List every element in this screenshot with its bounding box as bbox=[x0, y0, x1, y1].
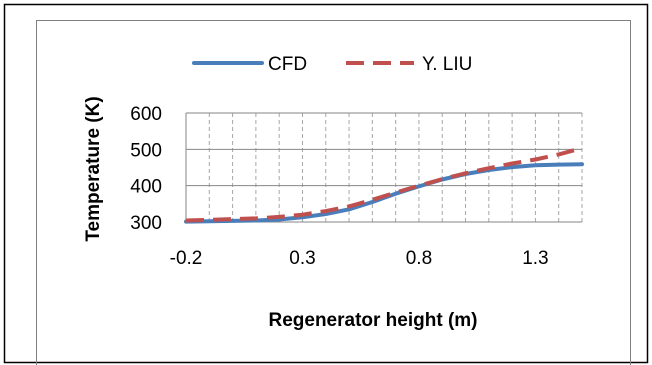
series-line-1 bbox=[185, 146, 583, 223]
y-tick-label: 300 bbox=[130, 213, 162, 234]
y-tick-label: 400 bbox=[130, 177, 162, 198]
chart-area-border bbox=[36, 20, 631, 365]
x-tick-label: 1.3 bbox=[522, 248, 548, 269]
x-axis-title: Regenerator height (m) bbox=[268, 310, 477, 331]
legend-label-series-1: Y. LIU bbox=[422, 54, 472, 75]
legend: CFD Y. LIU bbox=[192, 54, 472, 75]
plot-area: -0.2 0.3 0.8 1.3 300 400 500 600 bbox=[130, 104, 584, 269]
x-tick-label: -0.2 bbox=[170, 248, 203, 269]
y-tick-label: 500 bbox=[130, 140, 162, 161]
y-tick-label: 600 bbox=[130, 104, 162, 125]
x-tick-label: 0.8 bbox=[406, 248, 432, 269]
x-tick-label: 0.3 bbox=[289, 248, 315, 269]
y-axis-title: Temperature (K) bbox=[83, 96, 104, 241]
legend-label-series-0: CFD bbox=[268, 54, 307, 75]
